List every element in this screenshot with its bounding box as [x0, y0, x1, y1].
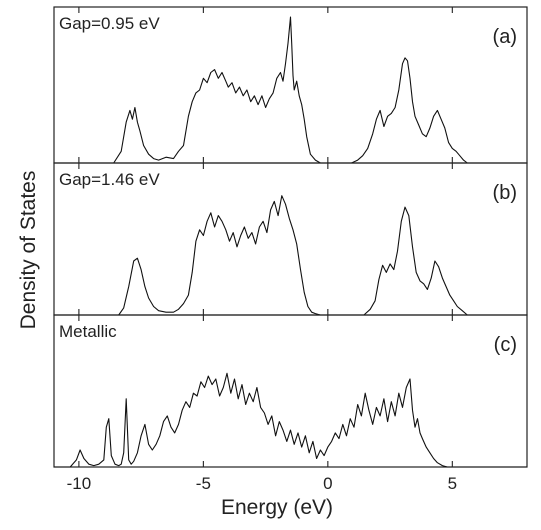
panel-annotation: Metallic: [59, 322, 117, 341]
x-axis-title: Energy (eV): [221, 496, 333, 519]
panel-annotation: Gap=1.46 eV: [59, 170, 160, 189]
dos-series-line: [54, 195, 527, 316]
x-axis-ticks: -10 -5 0 5: [67, 474, 457, 493]
panel-tag: (c): [494, 334, 517, 356]
dos-series-line: [54, 16, 527, 164]
x-tick-label: 5: [448, 474, 457, 493]
x-tick-label: 0: [323, 474, 332, 493]
panel-b: Gap=1.46 eV (b): [53, 162, 528, 316]
panel-tag: (b): [493, 182, 517, 204]
panels-layer: Gap=0.95 eV (a) Gap=1.46 eV (b) Metallic (c): [53, 6, 528, 468]
y-axis-title: Density of States: [17, 171, 40, 330]
dos-series-line: [54, 372, 527, 468]
x-tick-label: -10: [67, 474, 92, 493]
panel-annotation: Gap=0.95 eV: [59, 14, 160, 33]
panel-tag: (a): [493, 26, 517, 48]
x-tick-label: -5: [196, 474, 211, 493]
panel-a: Gap=0.95 eV (a): [53, 6, 528, 164]
panel-frame: [53, 314, 528, 468]
panel-c: Metallic (c): [53, 314, 528, 468]
